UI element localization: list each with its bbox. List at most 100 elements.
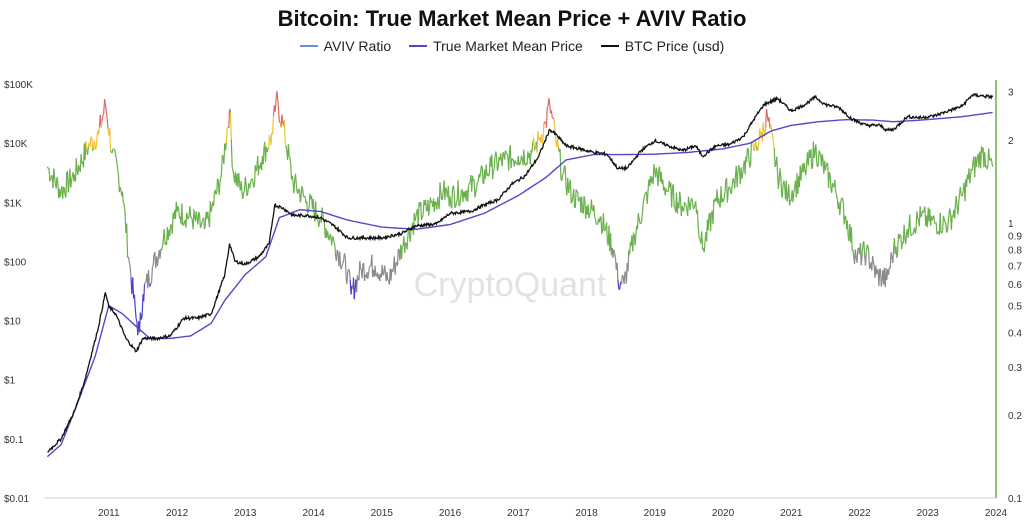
- aviv-segment: [655, 167, 658, 174]
- aviv-segment: [931, 216, 934, 221]
- aviv-segment: [774, 164, 777, 168]
- aviv-segment: [632, 232, 635, 236]
- aviv-segment: [348, 270, 351, 280]
- aviv-segment: [95, 138, 98, 150]
- aviv-segment: [114, 153, 117, 159]
- aviv-segment: [441, 198, 443, 201]
- aviv-segment: [381, 264, 384, 276]
- aviv-segment: [219, 178, 222, 184]
- aviv-segment: [78, 164, 81, 170]
- aviv-segment: [824, 165, 827, 171]
- aviv-segment: [127, 256, 130, 263]
- legend-item-aviv[interactable]: AVIV Ratio: [299, 38, 391, 54]
- aviv-segment: [474, 193, 477, 198]
- aviv-segment: [546, 106, 549, 109]
- aviv-segment: [433, 201, 436, 212]
- aviv-segment: [697, 228, 700, 238]
- aviv-segment: [238, 173, 241, 184]
- aviv-segment: [531, 142, 534, 153]
- aviv-segment: [819, 152, 822, 156]
- aviv-segment: [632, 232, 635, 252]
- legend-item-tmmp[interactable]: True Market Mean Price: [409, 38, 583, 54]
- aviv-segment: [299, 196, 302, 203]
- aviv-segment: [991, 161, 994, 167]
- aviv-segment: [561, 174, 564, 181]
- aviv-segment: [598, 217, 601, 223]
- aviv-segment: [406, 235, 409, 250]
- aviv-segment: [201, 219, 204, 222]
- aviv-segment: [604, 226, 607, 232]
- aviv-segment: [552, 117, 554, 119]
- aviv-segment: [914, 229, 917, 234]
- aviv-segment: [294, 173, 297, 185]
- aviv-segment: [841, 197, 844, 203]
- aviv-segment: [132, 277, 135, 299]
- aviv-segment: [417, 202, 420, 227]
- aviv-segment: [581, 196, 584, 213]
- aviv-segment: [421, 214, 424, 218]
- aviv-segment: [243, 190, 246, 194]
- aviv-segment: [529, 150, 532, 165]
- aviv-segment: [109, 128, 112, 151]
- aviv-segment: [454, 206, 457, 209]
- legend-swatch-aviv: [299, 45, 318, 47]
- aviv-segment: [298, 188, 300, 191]
- aviv-segment: [121, 191, 124, 204]
- aviv-segment: [455, 199, 458, 203]
- aviv-segment: [318, 220, 321, 228]
- aviv-segment: [500, 153, 502, 160]
- aviv-segment: [544, 121, 547, 124]
- aviv-segment: [601, 229, 604, 235]
- aviv-segment: [480, 165, 482, 172]
- y-right-tick-label: 0.1: [1008, 494, 1022, 505]
- aviv-segment: [285, 145, 288, 152]
- aviv-segment: [789, 200, 791, 206]
- aviv-segment: [367, 273, 370, 280]
- aviv-segment: [954, 203, 957, 219]
- y-left-tick-label: $10K: [4, 139, 28, 150]
- aviv-segment: [638, 218, 641, 224]
- aviv-segment: [946, 222, 949, 232]
- aviv-segment: [508, 150, 511, 171]
- aviv-segment: [276, 91, 279, 98]
- aviv-segment: [90, 136, 93, 139]
- aviv-segment: [390, 269, 393, 281]
- aviv-segment: [301, 185, 304, 190]
- aviv-segment: [505, 152, 508, 155]
- aviv-segment: [545, 108, 548, 128]
- aviv-segment: [887, 267, 890, 276]
- aviv-segment: [216, 178, 219, 181]
- aviv-segment: [969, 168, 972, 176]
- aviv-segment: [803, 162, 806, 171]
- aviv-segment: [520, 155, 523, 160]
- aviv-segment: [613, 249, 616, 254]
- aviv-segment: [251, 178, 254, 182]
- legend-item-btc[interactable]: BTC Price (usd): [600, 38, 724, 54]
- aviv-segment: [328, 234, 331, 241]
- aviv-segment: [169, 224, 172, 236]
- aviv-segment: [49, 179, 52, 182]
- aviv-segment: [941, 230, 944, 234]
- aviv-segment: [773, 147, 776, 167]
- aviv-segment: [860, 254, 863, 266]
- aviv-segment: [747, 147, 749, 150]
- aviv-segment: [747, 148, 750, 160]
- aviv-segment: [685, 205, 688, 211]
- aviv-segment: [119, 187, 122, 190]
- watermark: CryptoQuant: [414, 266, 607, 304]
- aviv-segment: [563, 165, 566, 168]
- aviv-segment: [710, 212, 712, 232]
- aviv-segment: [187, 215, 190, 220]
- aviv-segment: [272, 115, 275, 135]
- aviv-segment: [56, 176, 59, 182]
- aviv-segment: [644, 192, 647, 196]
- aviv-segment: [846, 220, 849, 237]
- aviv-segment: [441, 191, 444, 200]
- aviv-segment: [564, 167, 567, 189]
- y-right-tick-label: 3: [1008, 88, 1014, 99]
- aviv-segment: [207, 211, 210, 220]
- aviv-segment: [868, 250, 871, 269]
- aviv-segment: [75, 158, 78, 172]
- aviv-segment: [512, 158, 515, 161]
